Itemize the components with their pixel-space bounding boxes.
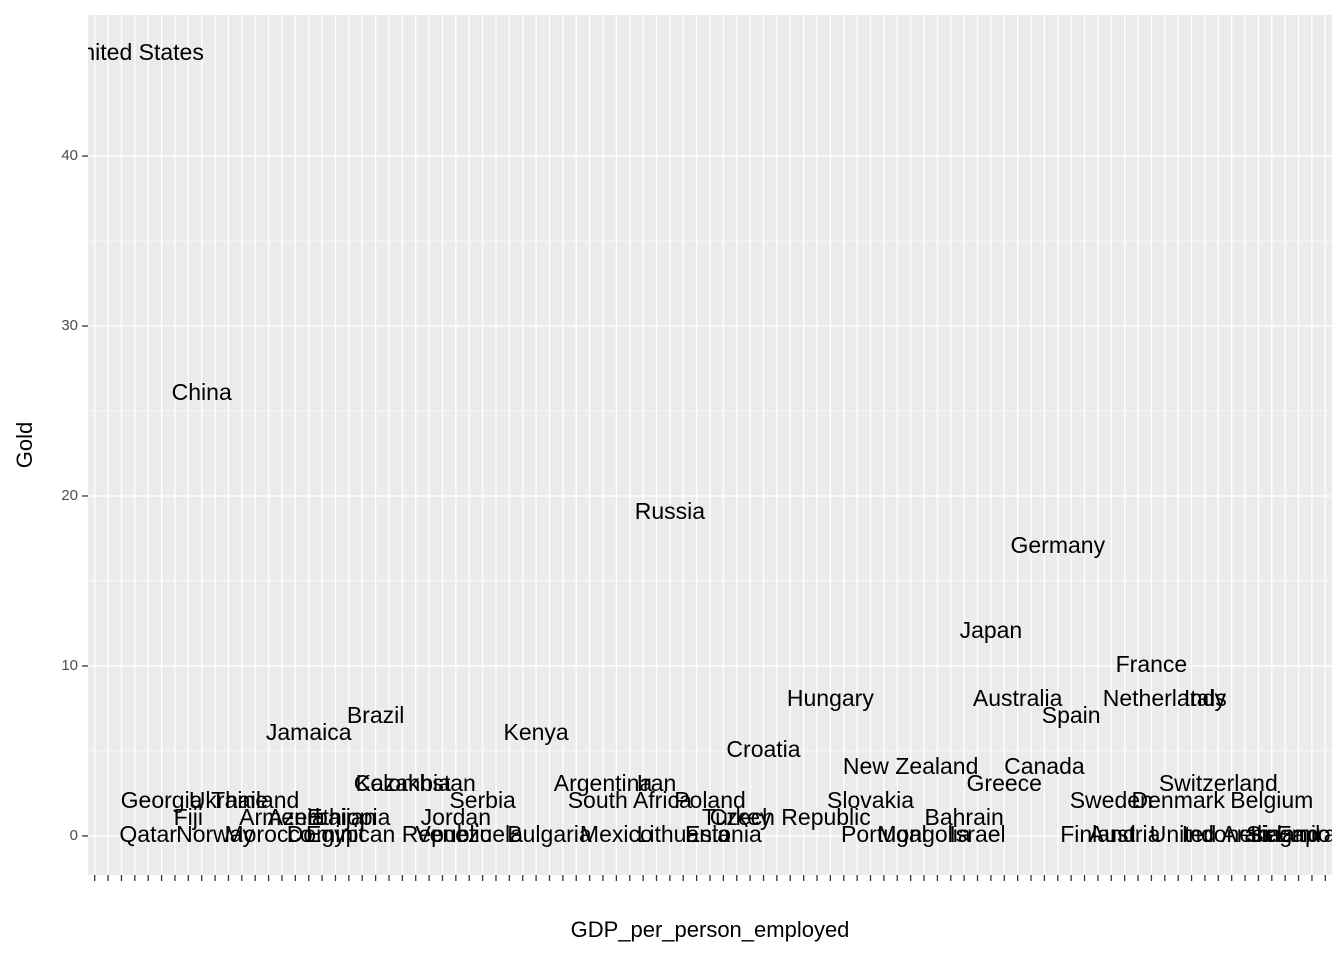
- point-label: Austria: [1089, 821, 1161, 847]
- point-label: Slovakia: [827, 787, 914, 813]
- point-label: Japan: [960, 617, 1023, 643]
- point-label: Fiji: [174, 804, 203, 830]
- point-label: Turkey: [702, 804, 772, 830]
- point-label: Ukraine: [189, 787, 268, 813]
- point-label: United States: [66, 39, 204, 65]
- point-label: Netherlands: [1103, 685, 1227, 711]
- point-label: Thailand: [211, 787, 299, 813]
- point-label: Australia: [973, 685, 1063, 711]
- point-label: Egypt: [306, 821, 365, 847]
- point-label: Ireland: [1250, 821, 1320, 847]
- point-label: Brazil: [347, 702, 405, 728]
- axes: 0 10 20 30 40: [61, 147, 1326, 881]
- point-label: Indonesia: [1182, 821, 1282, 847]
- point-label: South Africa: [568, 787, 692, 813]
- point-label: Mexico: [580, 821, 653, 847]
- point-label: Singapore: [1246, 821, 1344, 847]
- point-label: Qatar: [119, 821, 177, 847]
- grid: [88, 15, 1332, 875]
- point-label: Sweden: [1070, 787, 1153, 813]
- point-label: Argentina: [554, 770, 653, 796]
- point-label: United Arab Emirates: [1150, 821, 1344, 847]
- point-label: China: [172, 379, 232, 405]
- point-label: Morocco: [224, 821, 312, 847]
- point-label: Germany: [1010, 532, 1105, 558]
- point-label: Spain: [1042, 702, 1101, 728]
- point-label: Greece: [967, 770, 1042, 796]
- point-label: Israel: [949, 821, 1005, 847]
- point-label: Georgia: [121, 787, 203, 813]
- point-label: Canada: [1004, 753, 1085, 779]
- point-label: Kenya: [503, 719, 568, 745]
- point-label: New Zealand: [843, 753, 979, 779]
- point-label: Armenia: [239, 804, 325, 830]
- x-axis-title: GDP_per_person_employed: [571, 917, 850, 942]
- point-label: Croatia: [726, 736, 800, 762]
- point-label: Hungary: [787, 685, 874, 711]
- point-label: Poland: [674, 787, 746, 813]
- point-label: France: [1116, 651, 1188, 677]
- point-label: Jamaica: [266, 719, 352, 745]
- y-tick-label: 40: [61, 147, 78, 164]
- y-axis-title: Gold: [12, 422, 37, 468]
- point-label: Lithuania: [637, 821, 731, 847]
- point-label: Azerbaijan: [268, 804, 377, 830]
- point-label: Venezuela: [416, 821, 524, 847]
- point-label: Kazakhstan: [356, 770, 476, 796]
- point-label: Serbia: [449, 787, 516, 813]
- point-label: Czech Republic: [710, 804, 871, 830]
- point-label: Bulgaria: [507, 821, 592, 847]
- y-tick-label: 10: [61, 657, 78, 674]
- point-label: Denmark: [1132, 787, 1226, 813]
- point-label: Norway: [176, 821, 254, 847]
- y-tick-label: 20: [61, 487, 78, 504]
- point-label: Colombia: [354, 770, 451, 796]
- point-label: Belgium: [1230, 787, 1313, 813]
- point-label: Switzerland: [1159, 770, 1278, 796]
- point-label: Ethiopia: [307, 804, 390, 830]
- point-label: Bahrain: [925, 804, 1004, 830]
- point-label: Italy: [1184, 685, 1227, 711]
- point-label: Jordan: [421, 804, 491, 830]
- point-label: Portugal: [841, 821, 927, 847]
- point-label: Estonia: [685, 821, 762, 847]
- point-label: Russia: [635, 498, 706, 524]
- point-label: Mongolia: [877, 821, 971, 847]
- point-label: Dominican Republic: [287, 821, 492, 847]
- y-tick-label: 0: [70, 827, 78, 844]
- y-tick-label: 30: [61, 317, 78, 334]
- point-label: Finland: [1060, 821, 1135, 847]
- point-label: Iran: [637, 770, 677, 796]
